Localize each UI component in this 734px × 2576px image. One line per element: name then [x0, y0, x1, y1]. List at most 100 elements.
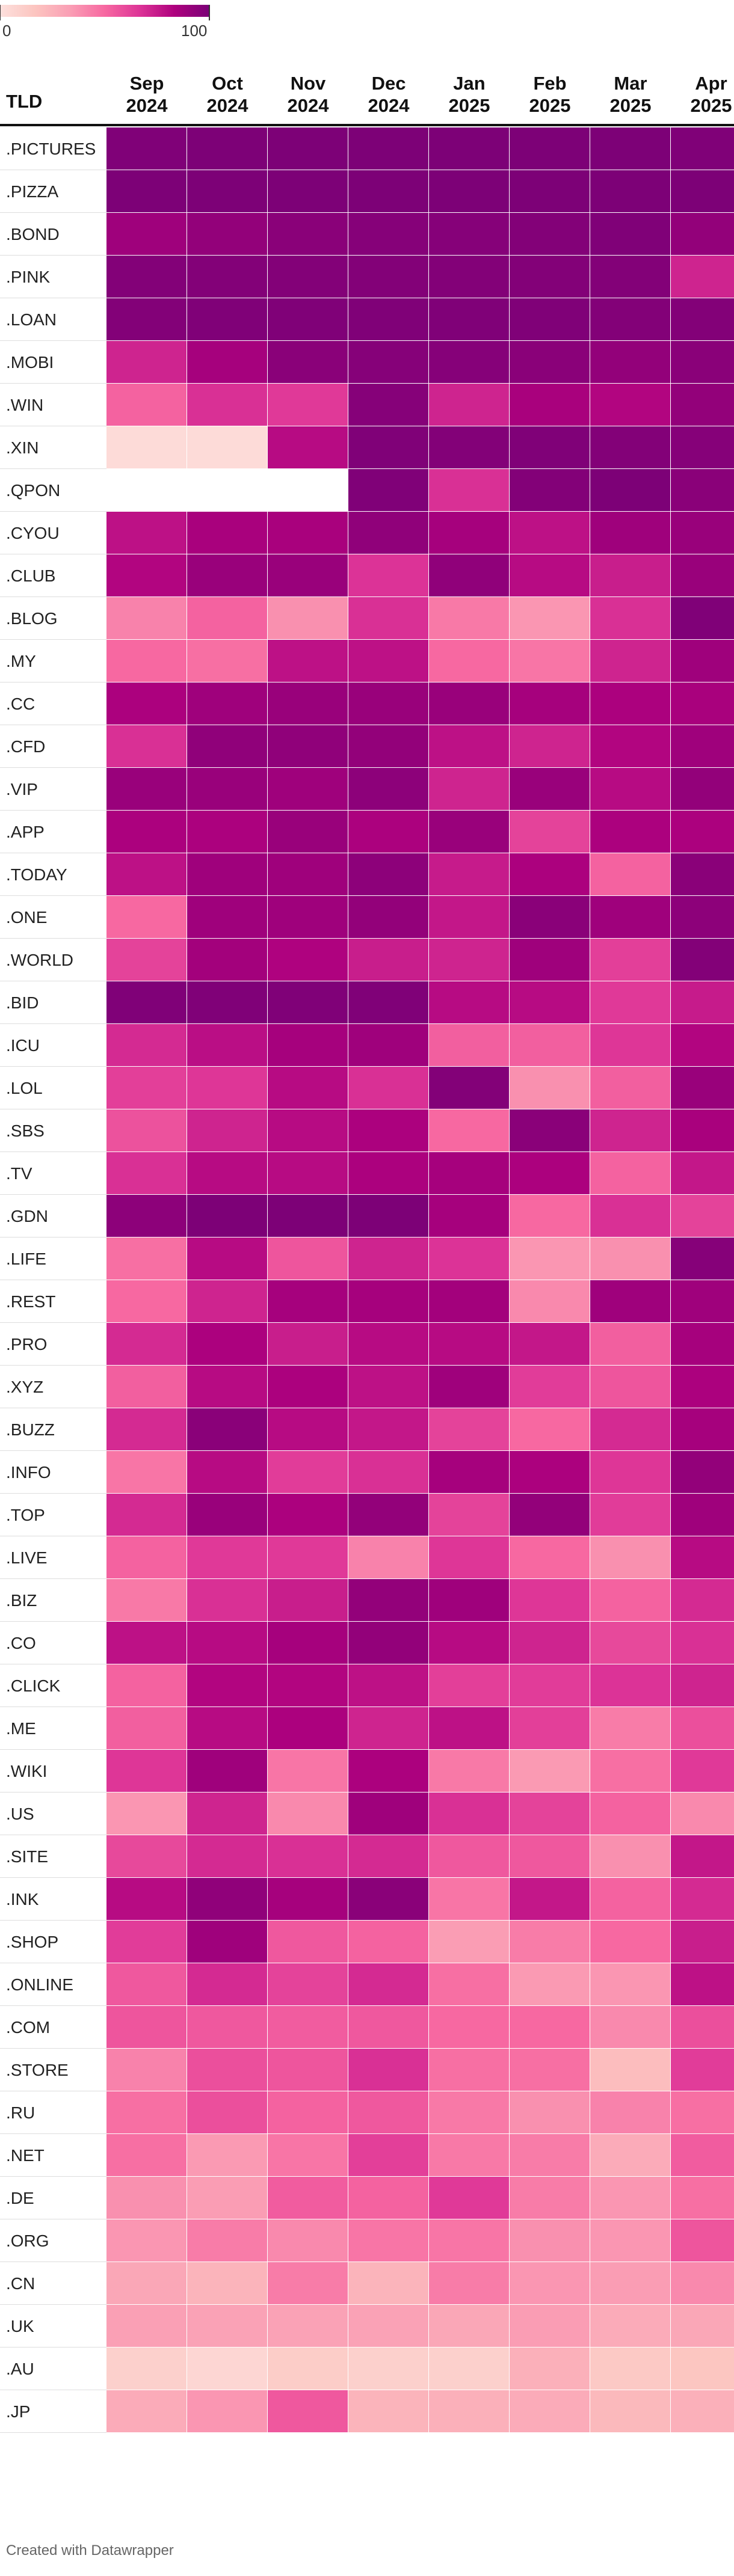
cell	[429, 2348, 509, 2390]
cell	[348, 170, 428, 212]
cell	[268, 1878, 348, 1920]
cell	[671, 1024, 734, 1066]
cell	[671, 682, 734, 725]
cell	[671, 298, 734, 340]
cell	[510, 640, 590, 682]
footer: Created with Datawrapper	[6, 2542, 174, 2559]
cell	[510, 1835, 590, 1877]
cell	[510, 1280, 590, 1322]
cell	[187, 2049, 267, 2091]
cell	[106, 896, 187, 938]
cell	[187, 1152, 267, 1194]
row-separator	[0, 639, 106, 640]
row-label: .CLUB	[6, 566, 56, 585]
column-header: Feb 2025	[529, 73, 571, 116]
cell	[268, 1921, 348, 1963]
cell	[429, 1579, 509, 1621]
cell	[429, 2262, 509, 2304]
cell	[671, 939, 734, 981]
cell	[268, 1152, 348, 1194]
row-separator	[0, 2005, 106, 2006]
row-label: .LOL	[6, 1079, 43, 1097]
cell	[187, 682, 267, 725]
cell	[590, 1408, 670, 1450]
cell	[187, 1878, 267, 1920]
row-label: .COM	[6, 2018, 51, 2037]
cell	[268, 2049, 348, 2091]
cell	[106, 597, 187, 639]
row-separator	[0, 895, 106, 896]
cell	[510, 981, 590, 1023]
cell	[590, 1750, 670, 1792]
cell	[510, 426, 590, 468]
cell	[187, 1707, 267, 1749]
cell	[671, 597, 734, 639]
cell	[268, 256, 348, 298]
cell	[348, 1237, 428, 1280]
cell	[268, 213, 348, 255]
cell	[106, 2390, 187, 2432]
cell	[106, 811, 187, 853]
cell	[429, 2049, 509, 2091]
cell	[590, 1451, 670, 1493]
cell	[671, 512, 734, 554]
legend-tick-label: 0	[2, 22, 11, 40]
cell	[348, 1451, 428, 1493]
row-label: .STORE	[6, 2061, 69, 2079]
cell	[590, 981, 670, 1023]
cell	[268, 426, 348, 468]
cell	[348, 256, 428, 298]
cell	[348, 1536, 428, 1578]
cell	[187, 1494, 267, 1536]
legend-tick	[209, 5, 210, 20]
cell	[268, 853, 348, 895]
cell	[429, 640, 509, 682]
cell	[510, 682, 590, 725]
row-separator	[0, 255, 106, 256]
cell	[348, 1878, 428, 1920]
cell	[671, 469, 734, 511]
row-separator	[0, 1023, 106, 1024]
row-separator	[0, 596, 106, 597]
cell	[268, 1280, 348, 1322]
cell	[106, 1707, 187, 1749]
row-label: .BIZ	[6, 1591, 37, 1610]
cell	[187, 2006, 267, 2048]
cell	[590, 640, 670, 682]
cell	[510, 127, 590, 170]
cell	[429, 1152, 509, 1194]
cell	[510, 1664, 590, 1707]
cell	[348, 896, 428, 938]
cell	[429, 896, 509, 938]
cell	[429, 554, 509, 596]
cell	[268, 640, 348, 682]
cell	[268, 1237, 348, 1280]
row-label: .ME	[6, 1719, 36, 1738]
cell	[187, 1921, 267, 1963]
row-separator	[0, 468, 106, 469]
cell	[187, 1579, 267, 1621]
cell	[106, 2305, 187, 2347]
cell	[671, 1536, 734, 1578]
cell	[187, 1536, 267, 1578]
cell	[187, 1237, 267, 1280]
cell	[590, 1195, 670, 1237]
cell	[671, 384, 734, 426]
cell	[510, 384, 590, 426]
cell	[671, 1109, 734, 1152]
cell	[106, 170, 187, 212]
row-label: .TV	[6, 1164, 32, 1183]
row-label: .CN	[6, 2274, 35, 2293]
row-label: .ICU	[6, 1036, 40, 1055]
cell	[590, 725, 670, 767]
cell	[510, 213, 590, 255]
cell	[590, 1237, 670, 1280]
cell	[106, 554, 187, 596]
column-header: Sep 2024	[126, 73, 168, 116]
cell	[510, 256, 590, 298]
cell	[429, 1921, 509, 1963]
cell	[106, 1921, 187, 1963]
row-separator	[0, 2048, 106, 2049]
cell	[348, 2091, 428, 2133]
cell	[671, 1451, 734, 1493]
